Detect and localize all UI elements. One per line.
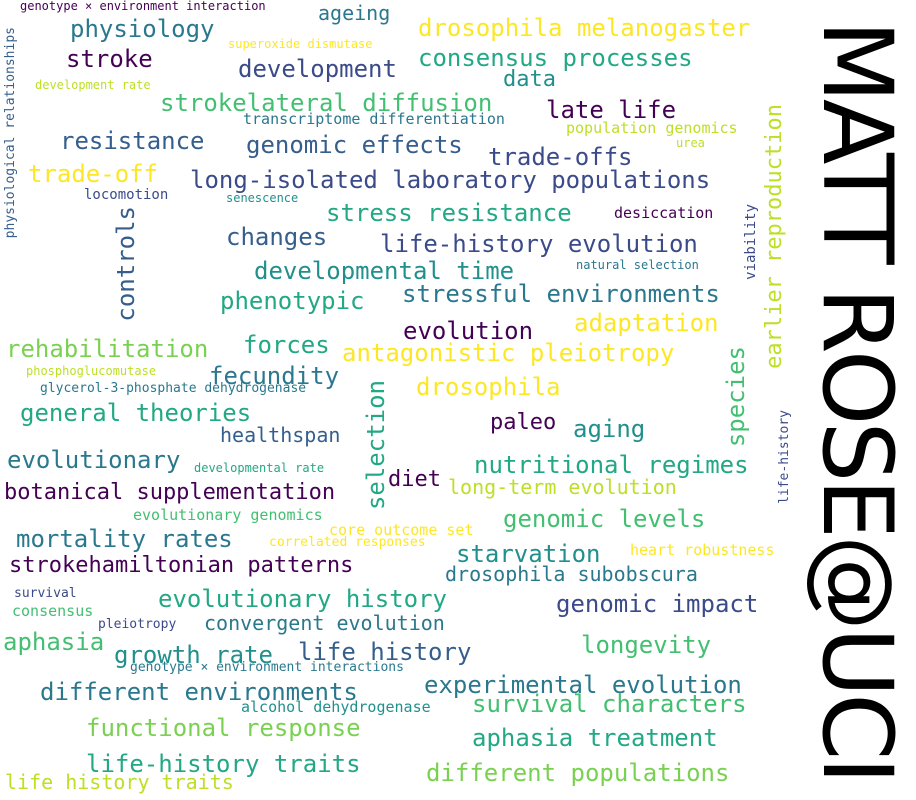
word: survival (14, 586, 77, 601)
word: phosphoglucomutase (26, 364, 157, 378)
word: transcriptome differentiation (243, 110, 505, 128)
word: botanical supplementation (4, 480, 336, 505)
word: antagonistic pleiotropy (342, 339, 675, 367)
word: drosophila subobscura (445, 562, 698, 586)
word: stroke (66, 45, 153, 73)
word: paleo (490, 410, 557, 435)
word: trade-off (28, 160, 159, 188)
word: nutritional regimes (474, 451, 749, 479)
word: genotype × environment interactions (130, 660, 404, 675)
word: long-isolated laboratory populations (190, 166, 711, 194)
word: desiccation (614, 204, 714, 222)
word: late life (546, 96, 677, 124)
word: genomic impact (556, 590, 759, 618)
word: healthspan (220, 423, 341, 447)
word: controls (112, 206, 140, 322)
word: strokehamiltonian patterns (9, 553, 354, 578)
word: survival characters (472, 690, 747, 718)
word: senescence (226, 191, 299, 205)
word: fecundity (209, 362, 340, 390)
word: life history (298, 638, 472, 666)
word: glycerol-3-phosphate dehydrogenase (40, 381, 307, 396)
word: earlier reproduction (762, 104, 787, 369)
word: stress resistance (326, 199, 572, 227)
word: viability (743, 204, 759, 280)
word: starvation (456, 540, 601, 568)
word: adaptation (574, 309, 719, 337)
word: development rate (35, 78, 151, 92)
word: resistance (60, 127, 205, 155)
word: correlated responses (269, 535, 426, 550)
word: evolution (403, 317, 534, 345)
word: urea (676, 136, 705, 150)
word: physiology (70, 15, 215, 43)
word: heart robustness (630, 541, 775, 559)
word: evolutionary history (158, 585, 447, 613)
word: core outcome set (329, 521, 474, 539)
word: aphasia treatment (472, 724, 718, 752)
word: evolutionary genomics (133, 506, 323, 524)
word: life-history traits (86, 750, 361, 778)
word: stressful environments (402, 280, 720, 308)
word: general theories (20, 399, 252, 427)
word: superoxide dismutase (228, 37, 373, 51)
word: locomotion (84, 187, 169, 203)
word: alcohol dehydrogenase (241, 698, 431, 716)
word: growth rate (114, 641, 273, 669)
word: data (503, 67, 556, 92)
word: diet (388, 467, 441, 492)
word: rehabilitation (6, 335, 209, 363)
word: genomic effects (246, 131, 463, 159)
word: life-history (777, 410, 792, 504)
word: drosophila (416, 373, 561, 401)
word: genotype × environment interaction (20, 0, 266, 13)
word: drosophila melanogaster (418, 14, 751, 42)
word: functional response (86, 714, 361, 742)
word: evolutionary (7, 446, 181, 474)
word: genomic levels (503, 505, 706, 533)
word-cloud-title: MATT ROSE@UCI (801, 19, 913, 781)
word: consensus processes (418, 44, 693, 72)
word: species (722, 346, 750, 448)
word: life history traits (5, 770, 234, 794)
word: aging (573, 415, 646, 443)
word: developmental rate (194, 461, 325, 475)
word: natural selection (576, 258, 699, 272)
word: pleiotropy (98, 617, 177, 632)
word: longevity (581, 631, 712, 659)
word: different environments (40, 678, 358, 706)
word: physiological relationships (3, 27, 18, 239)
word: mortality rates (16, 525, 233, 553)
word: aphasia (3, 628, 105, 656)
word: life-history evolution (380, 230, 698, 258)
word: consensus (12, 602, 94, 620)
word: selection (362, 380, 390, 511)
word: forces (243, 331, 330, 359)
word: convergent evolution (204, 611, 445, 635)
word: strokelateral diffusion (160, 89, 493, 117)
word: experimental evolution (424, 671, 742, 699)
word: trade-offs (488, 143, 633, 171)
word: developmental time (254, 257, 515, 285)
word: long-term evolution (448, 475, 677, 499)
word: phenotypic (220, 287, 365, 315)
word: development (238, 55, 397, 83)
word: different populations (426, 759, 730, 787)
word: changes (226, 223, 328, 251)
word: population genomics (566, 119, 738, 137)
word: ageing (318, 1, 391, 25)
